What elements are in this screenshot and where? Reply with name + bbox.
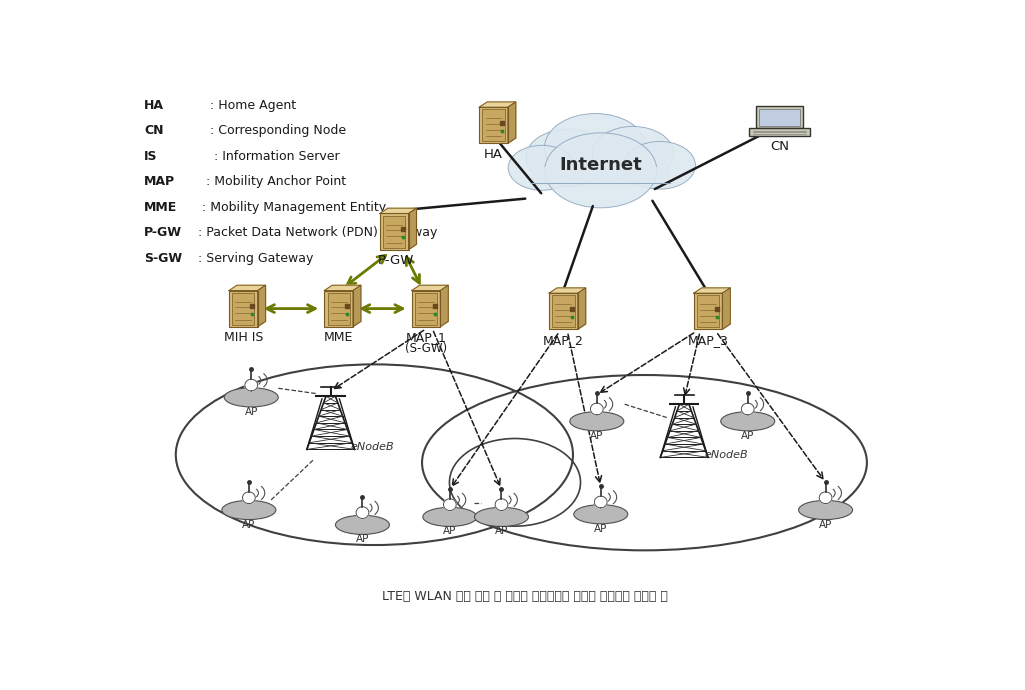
Polygon shape [243, 492, 255, 504]
Text: AP: AP [819, 520, 832, 529]
FancyBboxPatch shape [758, 109, 801, 126]
Circle shape [544, 133, 657, 208]
Text: HA: HA [484, 148, 503, 161]
FancyBboxPatch shape [233, 293, 254, 324]
Text: MAP_2: MAP_2 [543, 334, 584, 347]
Polygon shape [409, 208, 416, 250]
Text: S-GW: S-GW [144, 252, 182, 265]
Text: MAP_1: MAP_1 [406, 331, 447, 344]
Polygon shape [549, 288, 585, 293]
Text: : Information Server: : Information Server [198, 150, 339, 163]
Polygon shape [594, 496, 607, 508]
Text: AP: AP [741, 431, 754, 441]
Text: (S-GW): (S-GW) [405, 342, 447, 355]
Text: : Serving Gateway: : Serving Gateway [198, 252, 314, 265]
Text: eNodeB: eNodeB [704, 450, 747, 460]
Text: : Packet Data Network (PDN) Gateway: : Packet Data Network (PDN) Gateway [198, 226, 438, 239]
Circle shape [526, 129, 611, 186]
Ellipse shape [475, 507, 529, 526]
Circle shape [544, 133, 657, 208]
Polygon shape [590, 403, 603, 415]
FancyBboxPatch shape [415, 293, 437, 324]
FancyBboxPatch shape [531, 167, 670, 183]
Ellipse shape [335, 515, 390, 534]
FancyBboxPatch shape [483, 109, 504, 141]
FancyBboxPatch shape [552, 295, 575, 327]
Polygon shape [324, 285, 361, 290]
Text: MME: MME [144, 201, 177, 214]
FancyBboxPatch shape [324, 290, 353, 326]
Circle shape [508, 146, 575, 190]
Text: AP: AP [594, 524, 608, 534]
Text: P-GW: P-GW [377, 255, 414, 268]
Circle shape [624, 141, 695, 189]
FancyBboxPatch shape [549, 293, 578, 329]
Polygon shape [245, 380, 257, 391]
Circle shape [592, 126, 673, 181]
Text: : Mobility Anchor Point: : Mobility Anchor Point [198, 175, 346, 188]
Circle shape [544, 114, 647, 181]
Text: eNodeB: eNodeB [351, 442, 395, 452]
Polygon shape [578, 288, 585, 329]
Ellipse shape [531, 180, 670, 188]
Polygon shape [380, 208, 416, 213]
FancyBboxPatch shape [383, 215, 405, 248]
Circle shape [592, 126, 673, 181]
Polygon shape [723, 288, 730, 329]
Text: MAP_3: MAP_3 [688, 334, 729, 347]
Text: : Mobility Management Entity: : Mobility Management Entity [198, 201, 386, 214]
Text: MAP: MAP [144, 175, 175, 188]
Ellipse shape [721, 412, 775, 431]
Circle shape [544, 114, 647, 181]
Circle shape [624, 141, 695, 189]
Text: : Corresponding Node: : Corresponding Node [198, 124, 346, 137]
Text: P-GW: P-GW [144, 226, 182, 239]
FancyBboxPatch shape [755, 106, 804, 128]
Polygon shape [507, 102, 516, 144]
FancyBboxPatch shape [694, 293, 723, 329]
Text: HA: HA [144, 99, 164, 112]
Text: MIH IS: MIH IS [223, 331, 263, 344]
Ellipse shape [574, 504, 627, 524]
Text: AP: AP [590, 431, 604, 441]
Polygon shape [480, 102, 516, 107]
FancyBboxPatch shape [229, 290, 257, 326]
Ellipse shape [570, 412, 624, 431]
Text: AP: AP [495, 526, 508, 536]
Text: AP: AP [443, 526, 456, 536]
Polygon shape [356, 506, 369, 518]
Text: Internet: Internet [560, 156, 642, 174]
FancyBboxPatch shape [412, 290, 441, 326]
FancyBboxPatch shape [749, 128, 810, 136]
Polygon shape [441, 285, 448, 326]
FancyBboxPatch shape [380, 213, 409, 250]
Text: IS: IS [144, 150, 158, 163]
Text: CN: CN [144, 124, 164, 137]
Text: CN: CN [770, 140, 789, 153]
Polygon shape [741, 403, 754, 415]
Text: : Home Agent: : Home Agent [198, 99, 296, 112]
FancyBboxPatch shape [697, 295, 720, 327]
Polygon shape [353, 285, 361, 326]
Ellipse shape [423, 507, 477, 526]
Text: LTE와 WLAN 접속 기술 및 이동성 프로토콜이 적용된 네트워크 환경의 예: LTE와 WLAN 접속 기술 및 이동성 프로토콜이 적용된 네트워크 환경의… [382, 591, 668, 604]
Text: AP: AP [242, 520, 255, 529]
Ellipse shape [224, 388, 278, 407]
Ellipse shape [798, 500, 853, 520]
FancyBboxPatch shape [328, 293, 350, 324]
Ellipse shape [221, 500, 276, 520]
Polygon shape [257, 285, 265, 326]
Polygon shape [444, 499, 456, 511]
Text: AP: AP [356, 534, 369, 544]
Polygon shape [495, 499, 507, 511]
Circle shape [508, 146, 575, 190]
Text: AP: AP [245, 407, 258, 417]
Circle shape [526, 129, 611, 186]
Polygon shape [694, 288, 730, 293]
FancyBboxPatch shape [480, 107, 507, 144]
Text: MME: MME [324, 331, 354, 344]
Polygon shape [412, 285, 448, 290]
Polygon shape [819, 492, 832, 504]
Polygon shape [229, 285, 265, 290]
